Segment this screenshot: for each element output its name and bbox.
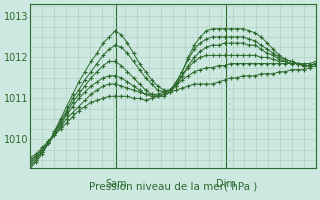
Text: Sam: Sam bbox=[105, 179, 127, 189]
Text: Dim: Dim bbox=[216, 179, 236, 189]
X-axis label: Pression niveau de la mer( hPa ): Pression niveau de la mer( hPa ) bbox=[89, 182, 257, 192]
